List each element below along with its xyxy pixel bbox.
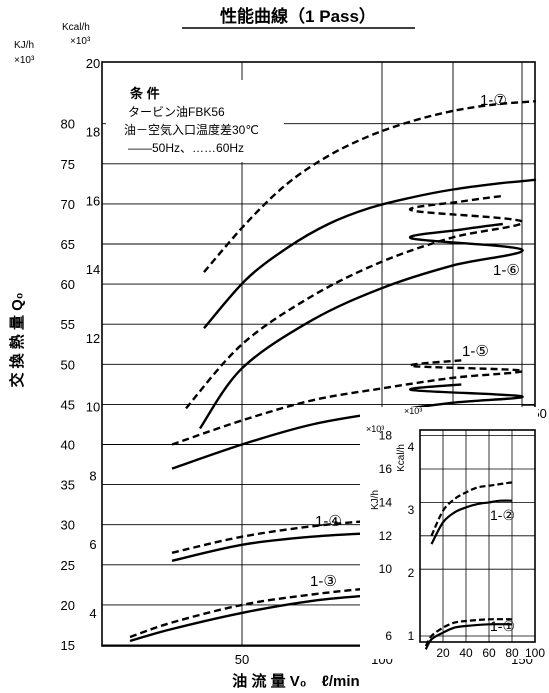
series-label: 1-⑤ [462,343,489,360]
series-label: 1-⑦ [480,92,507,109]
y-tick-label-kj: 75 [61,157,75,172]
conditions-line1: タービン油FBK56 [128,105,225,119]
inset-series-line-3 [424,618,513,647]
y-tick-label-kj: 30 [61,518,75,533]
y-tick-label-kj: 40 [61,438,75,453]
y-tick-label-kcal: 4 [89,606,96,621]
series-line-3 [185,194,524,410]
kcal-unit-label-line2: ×10³ [70,36,91,47]
series-label: 1-③ [310,573,337,590]
y-tick-label-kj: 80 [61,117,75,132]
y-tick-label-kj: 60 [61,277,75,292]
series-line-0 [203,178,537,329]
x-axis-title: 油 流 量 V₀ ℓ/min [232,672,359,690]
y-tick-label-kcal: 12 [86,331,100,346]
inset-x-tick: 40 [459,646,473,660]
inset-chart-grid [419,429,536,643]
kj-unit-label-line2: ×10³ [14,55,35,66]
y-tick-label-kcal: 16 [86,193,100,208]
inset-y-tick-kj: 18 [379,429,393,443]
series-line-5 [171,359,524,446]
y-tick-label-kcal: 14 [86,262,100,277]
inset-series-line-1 [430,481,513,537]
conditions-line3: ——50Hz、……60Hz [128,141,244,155]
conditions-legend: 条 件 タービン油FBK56 油－空気入口温度差30℃ ——50Hz、……60H… [106,80,284,162]
inset-series-line-0 [430,499,513,545]
y-tick-label-kcal: 8 [89,468,96,483]
conditions-title: 条 件 [130,86,160,101]
inset-chart-background [360,407,538,659]
inset-kcal-unit-rotated: Kcal/h [396,444,407,472]
inset-y-tick-kcal: 4 [408,440,415,454]
y-tick-label-kj: 45 [61,397,75,412]
inset-y-tick-kj: 14 [379,495,393,509]
inset-x-tick: 80 [505,646,519,660]
y-tick-label-kj: 50 [61,357,75,372]
inset-y-tick-kj: 10 [379,562,393,576]
series-line-9 [129,578,523,639]
series-line-2 [199,222,524,430]
kcal-unit-label-line1: Kcal/h [62,22,90,33]
series-label: 1-④ [315,513,342,530]
series-line-4 [171,383,524,470]
inset-y-tick-kj: 6 [385,629,392,643]
inset-x-tick: 100 [525,646,545,660]
y-tick-label-kj: 70 [61,197,75,212]
y-tick-label-kcal: 20 [86,56,100,71]
y-tick-label-kj: 15 [61,638,75,653]
chart-title: 性能曲線（1 Pass） [220,6,376,26]
inset-y-tick-kj: 12 [379,529,393,543]
kj-unit-label-line1: KJ/h [14,40,34,51]
y-tick-label-kj: 65 [61,237,75,252]
inset-kj-unit-line1: ×10³ [366,424,384,434]
inset-series-label: 1-① [490,618,515,634]
y-tick-label-kj: 55 [61,317,75,332]
series-label: 1-⑥ [493,262,520,279]
inset-series-line-2 [424,623,513,650]
series-line-1 [203,100,537,273]
main-chart-ticks: 1520253035404550556065707580468101214161… [61,56,547,667]
y-axis-title: 交 換 熱 量 Q₀ [8,292,26,387]
inset-y-tick-kcal: 2 [408,566,415,580]
inset-y-tick-kj: 16 [379,462,393,476]
inset-chart-series: 1-② 1-① [424,481,515,650]
inset-y-tick-kcal: 3 [408,503,415,517]
conditions-line2: 油－空気入口温度差30℃ [124,122,259,137]
y-tick-label-kj: 35 [61,478,75,493]
y-tick-label-kcal: 18 [86,125,100,140]
inset-series-label: 1-② [490,507,515,523]
y-tick-label-kcal: 10 [86,400,100,415]
inset-y-tick-kcal: 1 [408,629,415,643]
inset-x-tick: 60 [482,646,496,660]
inset-kj-unit-rotated: KJ/h [370,490,381,510]
inset-x-tick: 20 [436,646,450,660]
y-tick-label-kj: 25 [61,558,75,573]
y-tick-label-kj: 20 [61,598,75,613]
y-tick-label-kcal: 6 [89,537,96,552]
x-tick-label-bottom: 50 [235,652,249,667]
inset-kcal-unit-line1: ×10³ [404,406,422,416]
